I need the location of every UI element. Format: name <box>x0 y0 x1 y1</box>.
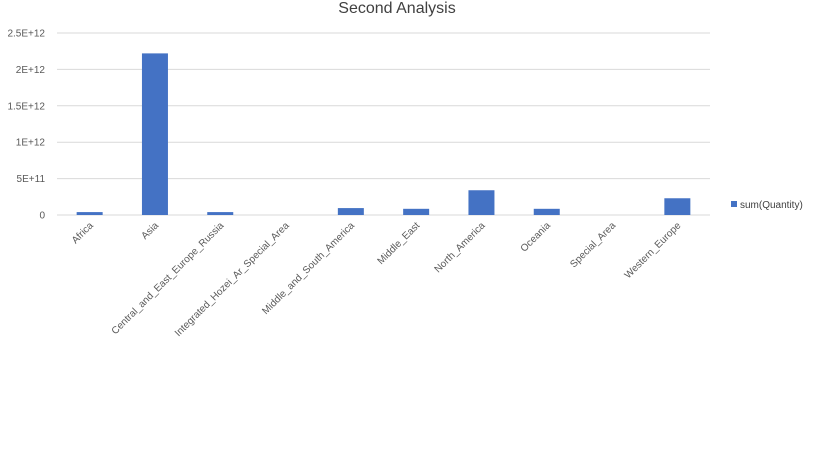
chart-title: Second Analysis <box>338 0 455 17</box>
bar-western-europe <box>664 198 691 215</box>
bar-north-america <box>468 190 495 215</box>
x-tick-label: Asia <box>140 220 162 242</box>
x-tick-label: Oceania <box>519 220 553 254</box>
y-tick-label: 1.5E+12 <box>7 101 45 112</box>
bar-asia <box>141 53 168 215</box>
x-tick-label: Africa <box>70 220 96 246</box>
x-tick-label: Middle_East <box>376 220 423 267</box>
y-axis-tick-labels: 0 5E+11 1E+12 1.5E+12 2E+12 2.5E+12 <box>7 29 45 222</box>
y-tick-label: 2E+12 <box>16 65 46 76</box>
y-tick-label: 5E+11 <box>17 174 46 185</box>
y-tick-label: 1E+12 <box>16 138 46 149</box>
bar-middle-east <box>403 208 430 215</box>
x-axis-tick-labels: Africa AsiaCentral_and_East_Europe_Russia… <box>70 220 684 339</box>
x-tick-label: Western_Europe <box>623 220 684 281</box>
x-tick-label: North_America <box>433 220 488 275</box>
bars <box>76 53 691 215</box>
bar-central-and-east-europe-russia <box>207 212 234 215</box>
y-tick-label: 0 <box>39 211 45 222</box>
x-tick-label: Special_Area <box>568 220 618 270</box>
bar-middle-and-south-america <box>337 208 364 215</box>
y-tick-label: 2.5E+12 <box>7 29 45 40</box>
legend: sum(Quantity) <box>731 200 803 211</box>
x-tick-label: Integrated_Hozei_Ar_Special_Area <box>173 220 292 339</box>
x-tick-label: Central_and_East_Europe_Russia <box>110 220 227 337</box>
legend-label: sum(Quantity) <box>740 200 803 211</box>
bar-oceania <box>533 208 560 215</box>
legend-swatch <box>731 201 737 207</box>
bar-africa <box>76 212 103 215</box>
